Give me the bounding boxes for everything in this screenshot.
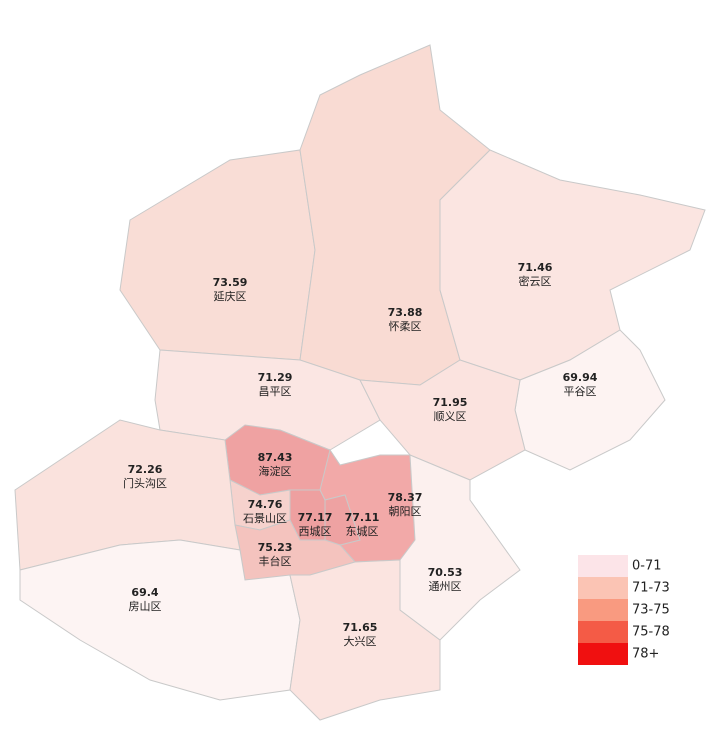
legend-label: 78+ xyxy=(632,647,659,662)
legend-swatch xyxy=(578,621,628,643)
district-name: 怀柔区 xyxy=(389,320,422,333)
district-value: 70.53 xyxy=(428,566,463,579)
district-name: 昌平区 xyxy=(259,385,292,398)
district xyxy=(439,149,706,381)
legend-label: 75-78 xyxy=(632,625,670,640)
district-name: 平谷区 xyxy=(564,385,597,398)
district-value: 75.23 xyxy=(258,541,293,554)
legend-label: 0-71 xyxy=(632,559,662,574)
district-name: 密云区 xyxy=(519,274,552,288)
district-value: 77.17 xyxy=(298,511,333,524)
district-value: 77.11 xyxy=(345,511,380,524)
district-name: 朝阳区 xyxy=(389,505,422,518)
district-name: 东城区 xyxy=(346,525,379,538)
district-name: 石景山区 xyxy=(243,512,287,525)
district-value: 71.29 xyxy=(258,371,293,384)
legend-swatch xyxy=(578,643,628,665)
district-value: 73.59 xyxy=(213,276,248,289)
district-value: 87.43 xyxy=(258,451,293,464)
legend-swatch xyxy=(578,577,628,599)
district-value: 71.95 xyxy=(433,396,468,409)
district xyxy=(289,559,441,721)
district-value: 71.46 xyxy=(518,261,553,274)
district-name: 延庆区 xyxy=(214,289,247,303)
district-name: 通州区 xyxy=(429,580,462,593)
district-name: 房山区 xyxy=(129,600,162,613)
legend-label: 71-73 xyxy=(632,581,670,596)
district-value: 73.88 xyxy=(388,306,423,319)
district-name: 门头沟区 xyxy=(123,476,167,490)
district-value: 72.26 xyxy=(128,463,163,476)
district-value: 74.76 xyxy=(248,498,283,511)
legend-swatch xyxy=(578,599,628,621)
district-name: 丰台区 xyxy=(259,554,292,568)
district xyxy=(359,359,526,481)
district-value: 69.94 xyxy=(563,371,598,384)
district xyxy=(119,149,316,361)
district xyxy=(399,454,521,641)
legend-swatch xyxy=(578,555,628,577)
district-name: 西城区 xyxy=(299,525,332,538)
district-value: 71.65 xyxy=(343,621,378,634)
district-name: 海淀区 xyxy=(259,464,292,478)
district-name: 顺义区 xyxy=(434,410,467,423)
district-value: 69.4 xyxy=(131,586,158,599)
district-name: 大兴区 xyxy=(344,634,377,648)
legend-label: 73-75 xyxy=(632,603,670,618)
district xyxy=(324,494,361,546)
district-value: 78.37 xyxy=(388,491,423,504)
